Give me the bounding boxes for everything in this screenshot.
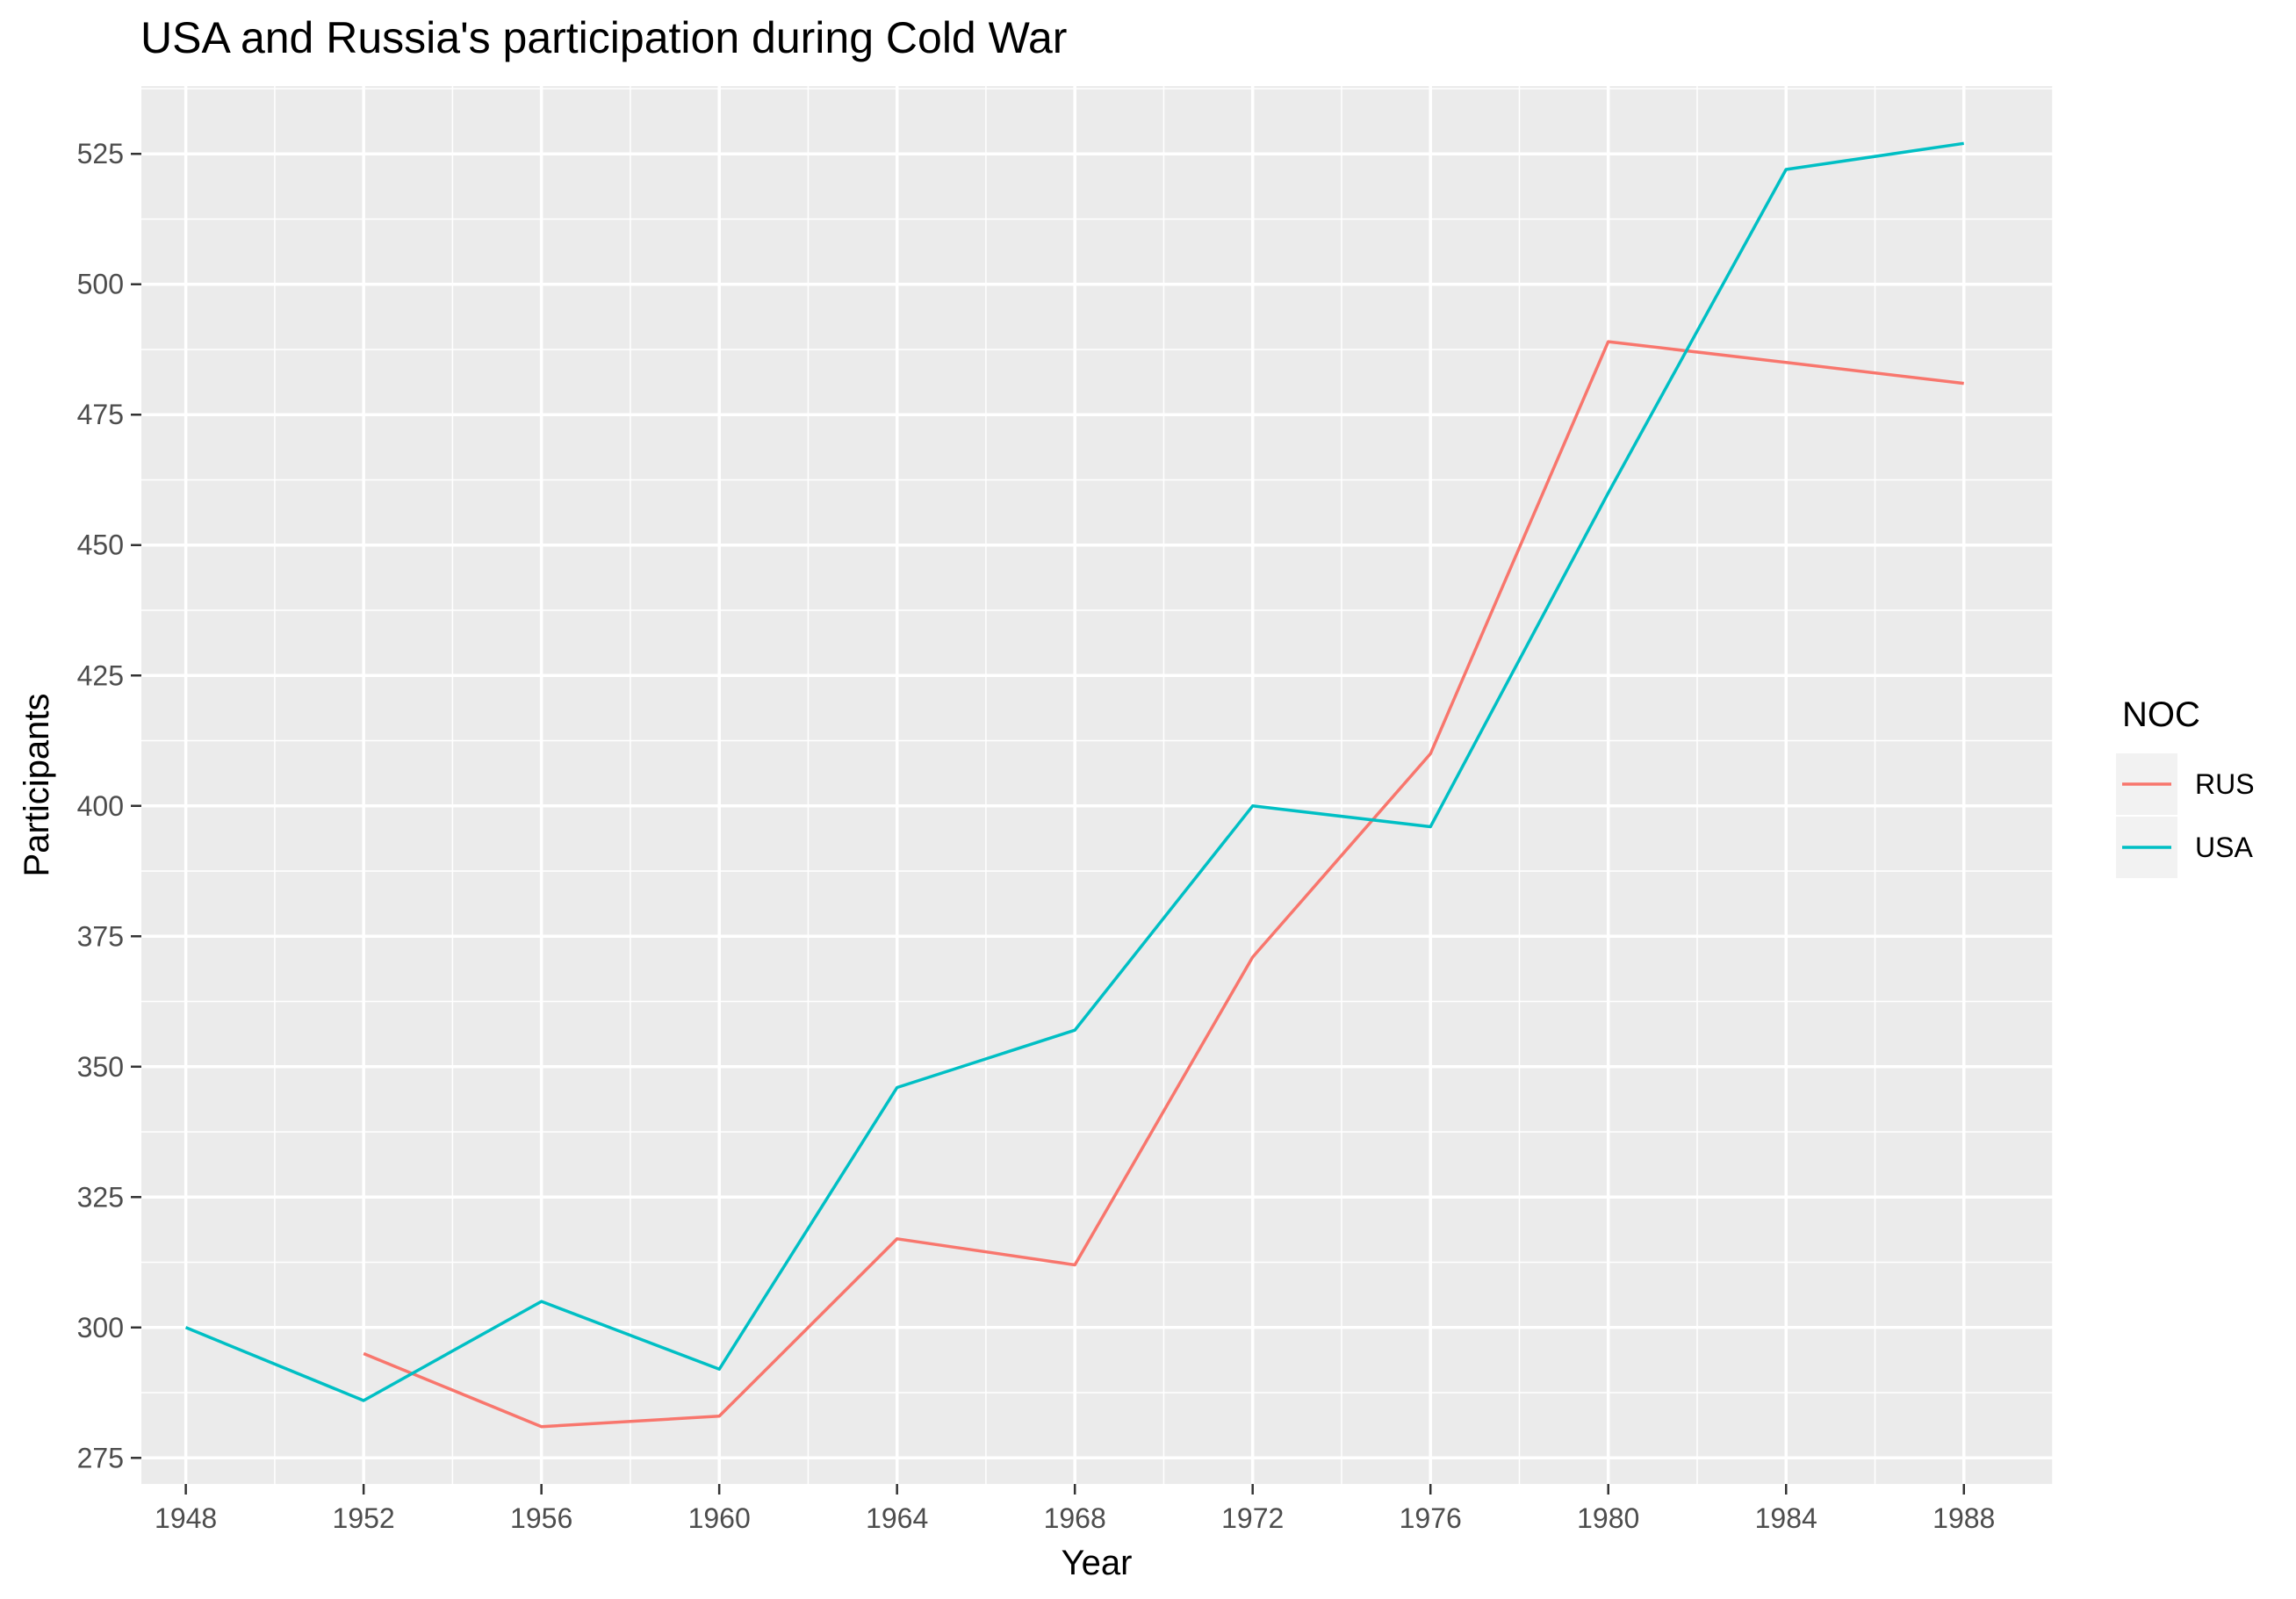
y-axis: 275 300 325 350 375 400 425 450 475 500 525 <box>77 138 141 1473</box>
series-lines <box>184 141 1964 1429</box>
y-tick-label: 525 <box>77 138 124 169</box>
x-tick-label: 1988 <box>1933 1502 1995 1534</box>
y-tick-label: 350 <box>77 1051 124 1083</box>
y-tick-label: 375 <box>77 920 124 952</box>
x-tick-label: 1960 <box>688 1502 751 1534</box>
plot-panel <box>141 86 2054 1484</box>
x-tick-label: 1964 <box>866 1502 928 1534</box>
y-tick-label: 325 <box>77 1181 124 1213</box>
y-tick-label: 475 <box>77 399 124 430</box>
y-tick-label: 450 <box>77 529 124 561</box>
x-axis-label: Year <box>1062 1544 1133 1582</box>
y-tick-label: 425 <box>77 659 124 691</box>
y-tick-label: 500 <box>77 269 124 300</box>
x-tick-label: 1952 <box>333 1502 395 1534</box>
y-tick-label: 300 <box>77 1312 124 1343</box>
legend-items: RUS USA <box>2116 753 2255 878</box>
legend: NOC RUS USA <box>2116 695 2255 878</box>
x-tick-label: 1980 <box>1577 1502 1639 1534</box>
x-tick-label: 1972 <box>1221 1502 1284 1534</box>
y-axis-label: Participants <box>18 694 56 877</box>
x-tick-label: 1948 <box>155 1502 217 1534</box>
series-line-usa <box>184 141 1964 1402</box>
y-tick-label: 275 <box>77 1442 124 1473</box>
chart-title: USA and Russia's participation during Co… <box>140 13 1067 62</box>
series-line-rus <box>363 340 1964 1429</box>
x-tick-label: 1984 <box>1755 1502 1817 1534</box>
x-axis: 1948 1952 1956 1960 1964 1968 1972 1976 1980 1984… <box>155 1484 1995 1534</box>
x-tick-label: 1956 <box>510 1502 572 1534</box>
major-gridlines <box>141 86 2053 1484</box>
legend-label-rus: RUS <box>2195 768 2255 800</box>
legend-label-usa: USA <box>2195 832 2253 863</box>
x-tick-label: 1968 <box>1044 1502 1106 1534</box>
plot-panel-background <box>141 86 2053 1484</box>
y-tick-label: 400 <box>77 790 124 822</box>
x-tick-label: 1976 <box>1400 1502 1462 1534</box>
legend-title: NOC <box>2122 695 2200 734</box>
